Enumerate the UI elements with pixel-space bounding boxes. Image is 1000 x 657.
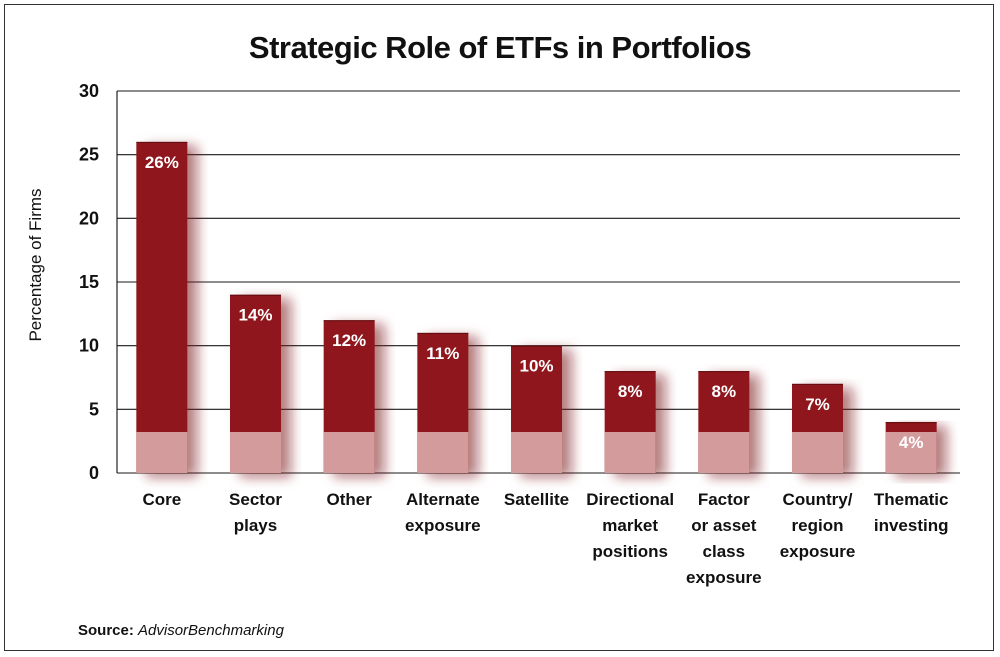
x-tick-label: Core: [142, 490, 181, 509]
bar: [136, 141, 188, 473]
y-tick-label: 10: [79, 336, 99, 356]
bar-lower-band: [698, 432, 750, 473]
x-tick-label: exposure: [405, 516, 481, 535]
bar-lower-band: [136, 432, 188, 473]
x-tick-label: Satellite: [504, 490, 569, 509]
bar-value-label: 7%: [805, 395, 830, 414]
bar-lower-band: [511, 432, 562, 473]
y-tick-label: 30: [79, 81, 99, 101]
x-tick-label: market: [602, 516, 658, 535]
y-tick-label: 15: [79, 272, 99, 292]
x-tick-label: Country/: [783, 490, 853, 509]
bar-value-label: 11%: [426, 344, 459, 363]
x-tick-label: Sector: [229, 490, 282, 509]
x-tick-label: positions: [592, 542, 668, 561]
bar-value-label: 26%: [145, 153, 179, 172]
bar-group: [698, 371, 750, 473]
x-tick-label: exposure: [686, 568, 762, 587]
bar-group: [417, 332, 469, 473]
x-tick-label: or asset: [691, 516, 757, 535]
x-tick-label: Other: [326, 490, 372, 509]
bar-value-label: 10%: [519, 357, 553, 376]
bar-group: [885, 422, 937, 473]
x-tick-label: region: [792, 516, 844, 535]
bar-lower-band: [417, 432, 469, 473]
bar-lower-band: [323, 432, 375, 473]
y-tick-label: 0: [89, 463, 99, 483]
source-label: Source:: [78, 622, 134, 639]
bar-group: [323, 320, 375, 473]
bar-group: [511, 345, 562, 473]
bar-lower-band: [604, 432, 656, 473]
bar-value-label: 8%: [618, 382, 643, 401]
x-tick-label: class: [703, 542, 746, 561]
source-value: AdvisorBenchmarking: [138, 622, 284, 639]
chart-title: Strategic Role of ETFs in Portfolios: [248, 30, 752, 65]
x-tick-label: Factor: [698, 490, 750, 509]
bar-group: [792, 383, 843, 473]
bar-lower-band: [230, 432, 281, 473]
bar-lower-band: [792, 432, 843, 473]
y-tick-label: 5: [89, 399, 99, 419]
x-tick-label: plays: [234, 516, 277, 535]
bar-value-label: 14%: [238, 306, 272, 325]
bar-lower-band: [885, 432, 937, 473]
bar-value-label: 4%: [899, 433, 924, 452]
y-tick-label: 25: [79, 145, 99, 165]
source-note: Source: AdvisorBenchmarking: [78, 622, 284, 639]
bar-group: [604, 371, 656, 473]
x-tick-label: Thematic: [874, 490, 949, 509]
bar-group: [230, 294, 281, 473]
x-tick-label: Directional: [586, 490, 674, 509]
bar-value-label: 12%: [332, 331, 366, 350]
x-tick-label: Alternate: [406, 490, 480, 509]
x-tick-label: investing: [874, 516, 949, 535]
x-tick-label: exposure: [780, 542, 856, 561]
y-tick-label: 20: [79, 208, 99, 228]
bar-group: [136, 141, 188, 473]
bar-value-label: 8%: [712, 382, 737, 401]
